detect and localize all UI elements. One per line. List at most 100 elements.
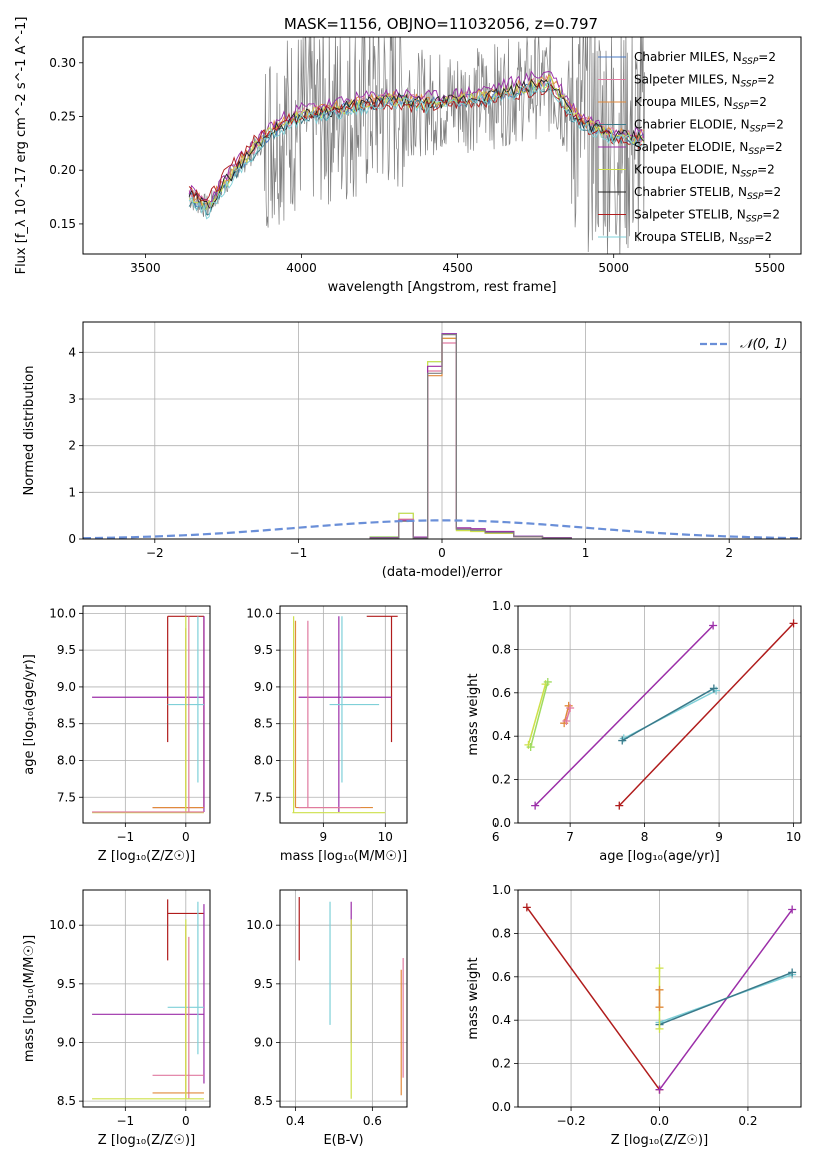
model-line: [188, 76, 645, 210]
data-point: [543, 677, 552, 686]
y-tick-label: 8.0: [254, 753, 273, 767]
panel-spectrum: 3500 4000 4500 5000 5500 0.15 0.20 0.25 0.30 wave…: [14, 17, 802, 295]
data-point: [615, 801, 624, 810]
weight-line: [527, 683, 547, 746]
axes-frame: [517, 889, 802, 1108]
legend-label: Chabrier MILES, NSSP=2: [634, 50, 776, 67]
x-tick-label: 0: [182, 1114, 190, 1128]
weight-line: [618, 622, 795, 807]
y-axis-label: mass weight: [466, 957, 481, 1039]
legend-label: Salpeter MILES, NSSP=2: [634, 73, 775, 90]
data-point: [618, 736, 627, 745]
y-tick-label: 9.0: [57, 680, 76, 694]
y-axis-label: age [log₁₀(age/yr)]: [22, 654, 37, 775]
legend-label: Salpeter STELIB, NSSP=2: [634, 208, 780, 225]
figure-title: MASK=1156, OBJNO=11032056, z=0.797: [284, 15, 598, 33]
panel-residuals: −2 −1 0 1 2 0 1 2 3 4 (data-model)/error Normed dis…: [22, 321, 802, 580]
y-tick-label: 0.4: [492, 1013, 511, 1027]
y-tick-label: 0.2: [492, 1057, 511, 1071]
y-tick-label: 9.0: [254, 680, 273, 694]
y-tick-label: 9.0: [254, 1035, 273, 1049]
y-tick-label: 9.5: [254, 643, 273, 657]
y-tick-label: 0.8: [492, 926, 511, 940]
legend: 𝒩(0, 1): [700, 337, 787, 352]
data-point: [522, 903, 531, 912]
panel-weight-vs-z: −0.2 0.0 0.2 0.0 0.2 0.4 0.6 0.8 1.0 Z [log₁₀(Z/Z…: [466, 883, 802, 1148]
model-line: [188, 74, 644, 206]
y-tick-label: 0.6: [492, 970, 511, 984]
x-axis-label: Z [log₁₀(Z/Z☉)]: [98, 1133, 195, 1148]
y-tick-label: 7.5: [57, 790, 76, 804]
y-tick-label: 1: [68, 485, 76, 499]
y-tick-label: 0.25: [49, 109, 76, 123]
plot-area: [280, 890, 407, 1107]
data-point: [655, 1003, 664, 1012]
data-point: [531, 801, 540, 810]
data-point: [562, 717, 571, 726]
x-tick-label: 2: [725, 546, 733, 560]
data-point: [526, 743, 535, 752]
y-tick-label: 4: [68, 345, 76, 359]
x-axis-label: mass [log₁₀(M/M☉)]: [280, 849, 407, 864]
plot-area: [83, 322, 801, 539]
y-tick-label: 0.6: [492, 686, 511, 700]
plot-area: [83, 890, 210, 1107]
y-tick-label: 9.5: [57, 643, 76, 657]
panel-weight-vs-age: 6 7 8 9 10 0.0 0.2 0.4 0.6 0.8 1.0 age [log₁₀(age/y…: [466, 599, 802, 864]
x-tick-label: 9: [715, 830, 723, 844]
y-tick-label: 0.30: [49, 56, 76, 70]
x-tick-label: 6: [492, 830, 500, 844]
weight-line: [526, 906, 661, 1091]
x-axis-label: age [log₁₀(age/yr)]: [599, 849, 720, 864]
x-tick-label: 10: [786, 830, 801, 844]
weight-line: [658, 909, 793, 1091]
y-tick-label: 0.20: [49, 163, 76, 177]
axes-frame: [82, 36, 802, 255]
y-axis-label: Normed distribution: [22, 366, 37, 496]
y-tick-label: 10.0: [49, 918, 76, 932]
y-tick-label: 1.0: [492, 883, 511, 897]
y-tick-label: 10.0: [246, 918, 273, 932]
data-point: [566, 703, 575, 712]
y-tick-label: 9.5: [254, 977, 273, 991]
x-tick-label: −1: [290, 546, 308, 560]
x-tick-label: 8: [641, 830, 649, 844]
x-axis-label: Z [log₁₀(Z/Z☉)]: [611, 1133, 708, 1148]
axes-frame: [82, 605, 211, 824]
x-tick-label: 5500: [755, 261, 786, 275]
axes-frame: [279, 605, 408, 824]
y-tick-label: 10.0: [246, 606, 273, 620]
y-tick-label: 1.0: [492, 599, 511, 613]
legend-label: Kroupa MILES, NSSP=2: [634, 95, 767, 112]
y-tick-label: 10.0: [49, 606, 76, 620]
y-axis-label: Flux [f_λ 10^-17 erg cm^-2 s^-1 A^-1]: [14, 17, 29, 275]
y-tick-label: 8.5: [57, 717, 76, 731]
axes-frame: [279, 889, 408, 1108]
x-axis-label: Z [log₁₀(Z/Z☉)]: [98, 849, 195, 864]
model-line: [188, 78, 645, 209]
axes-frame: [82, 321, 802, 540]
data-point: [655, 1024, 664, 1033]
y-tick-label: 0.0: [492, 816, 511, 830]
data-point: [655, 1085, 664, 1094]
x-tick-label: 0.2: [738, 1114, 757, 1128]
model-line: [188, 82, 644, 202]
x-tick-label: 3500: [130, 261, 161, 275]
y-tick-label: 0.8: [492, 642, 511, 656]
x-axis-label: wavelength [Angstrom, rest frame]: [328, 280, 557, 295]
x-tick-label: −0.2: [556, 1114, 585, 1128]
y-tick-label: 8.5: [57, 1094, 76, 1108]
y-tick-label: 8.0: [57, 753, 76, 767]
x-tick-label: 4500: [442, 261, 473, 275]
legend-label: Kroupa ELODIE, NSSP=2: [634, 163, 775, 180]
x-tick-label: 10: [378, 830, 393, 844]
x-tick-label: 0: [438, 546, 446, 560]
weight-line: [621, 687, 715, 742]
x-tick-label: 5000: [598, 261, 629, 275]
data-point: [655, 985, 664, 994]
y-tick-label: 8.5: [254, 717, 273, 731]
y-tick-label: 8.5: [254, 1094, 273, 1108]
x-axis-label: E(B-V): [323, 1133, 363, 1148]
x-tick-label: 0.0: [650, 1114, 669, 1128]
